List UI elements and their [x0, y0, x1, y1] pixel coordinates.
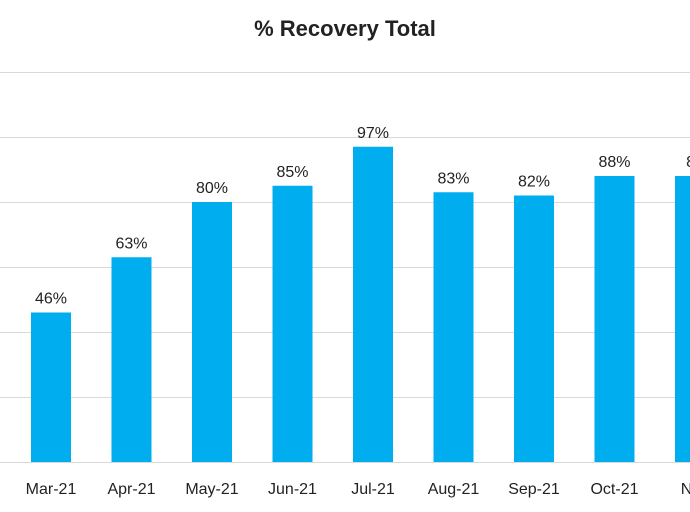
- bar: [31, 312, 71, 462]
- bar: [111, 257, 152, 462]
- data-label: 80%: [196, 180, 228, 197]
- data-label: 88%: [598, 154, 630, 171]
- data-label: 82%: [518, 174, 550, 191]
- bar: [192, 202, 232, 462]
- data-label: 83%: [437, 170, 469, 187]
- bar: [433, 192, 474, 462]
- x-tick-label: Jul-21: [351, 481, 395, 498]
- x-tick-label: Mar-21: [26, 481, 77, 498]
- x-tick-label: Nov: [681, 481, 690, 498]
- data-label: 85%: [276, 164, 308, 181]
- bar: [353, 146, 393, 462]
- data-label: 97%: [357, 125, 389, 142]
- x-tick-label: Jun-21: [268, 481, 317, 498]
- bar: [272, 185, 313, 462]
- bar: [675, 176, 690, 462]
- bar: [594, 176, 635, 462]
- x-tick-label: Oct-21: [590, 481, 638, 498]
- bar: [514, 195, 554, 462]
- chart-title: % Recovery Total: [254, 16, 436, 41]
- data-label: 46%: [35, 291, 67, 308]
- x-tick-label: Aug-21: [428, 481, 480, 498]
- x-tick-label: May-21: [185, 481, 238, 498]
- x-tick-label: Apr-21: [107, 481, 155, 498]
- x-tick-label: Sep-21: [508, 481, 560, 498]
- data-label: 63%: [115, 235, 147, 252]
- data-label: 88: [686, 154, 690, 171]
